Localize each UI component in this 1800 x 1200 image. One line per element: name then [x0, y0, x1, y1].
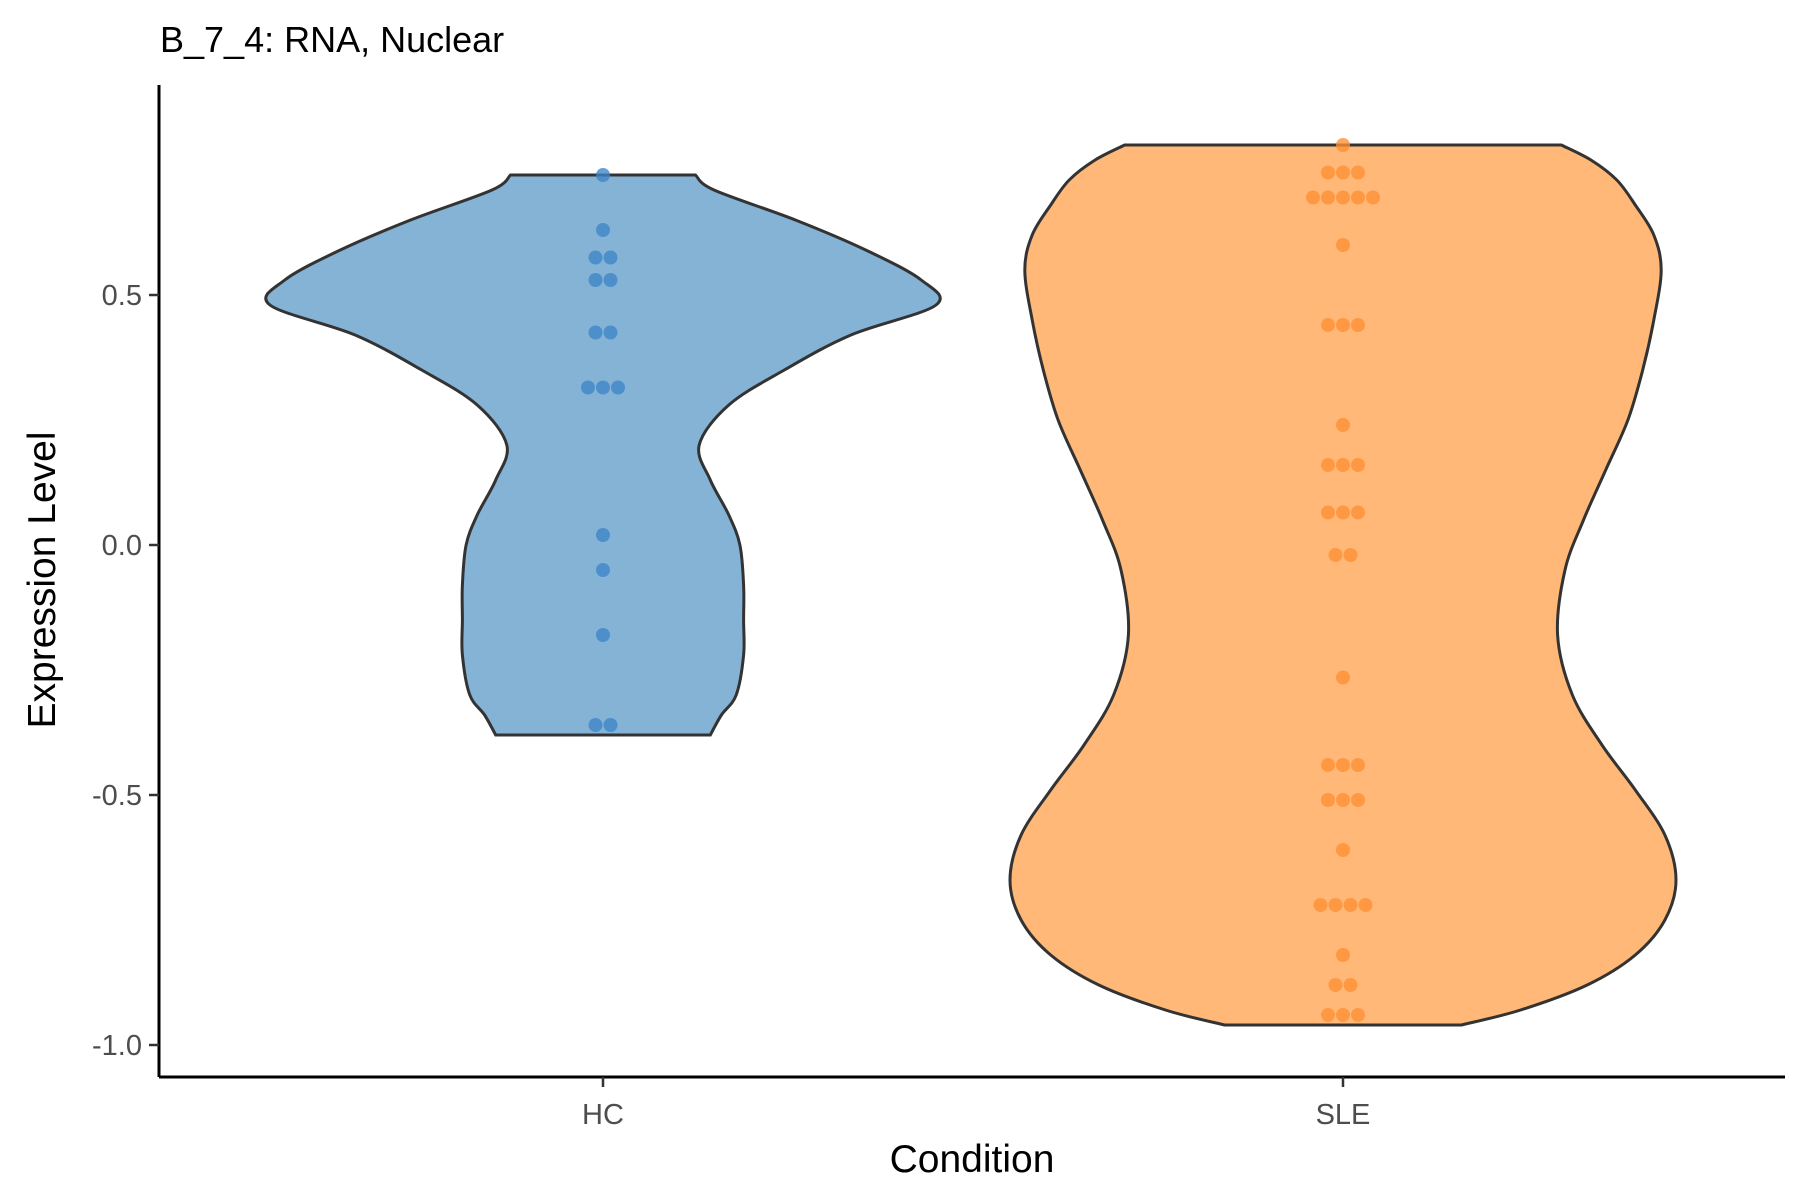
- x-tick-label: SLE: [1316, 1099, 1371, 1131]
- y-tick-label: 0.0: [102, 530, 142, 562]
- data-point-hc: [588, 250, 603, 265]
- data-point-sle: [1343, 978, 1358, 992]
- data-point-sle: [1336, 1008, 1350, 1022]
- x-tick-label: HC: [582, 1099, 624, 1131]
- data-point-sle: [1336, 948, 1350, 962]
- data-point-hc: [581, 380, 595, 395]
- data-point-sle: [1336, 318, 1350, 332]
- data-point-sle: [1343, 898, 1358, 912]
- violin-layer: [264, 143, 1678, 1027]
- data-point-sle: [1328, 548, 1343, 562]
- y-tick-label: -0.5: [92, 780, 142, 812]
- data-point-sle: [1343, 548, 1358, 562]
- data-point-sle: [1351, 505, 1365, 520]
- data-point-sle: [1336, 670, 1350, 685]
- data-point-sle: [1351, 165, 1365, 180]
- data-point-hc: [603, 273, 618, 287]
- data-point-sle: [1328, 898, 1343, 912]
- data-point-hc: [596, 223, 610, 237]
- x-axis-ticks: HC SLE: [582, 1077, 1370, 1131]
- data-point-sle: [1306, 190, 1320, 205]
- y-tick-label: -1.0: [92, 1030, 142, 1062]
- points-layer: [581, 138, 1380, 1022]
- data-point-sle: [1328, 978, 1343, 992]
- y-axis-ticks: -1.0 -0.5 0.0 0.5: [92, 280, 159, 1062]
- data-point-sle: [1321, 1008, 1335, 1022]
- data-point-hc: [596, 528, 610, 542]
- data-point-sle: [1321, 318, 1335, 332]
- data-point-sle: [1336, 238, 1350, 252]
- data-point-sle: [1336, 843, 1350, 857]
- violin-sle: [1008, 143, 1678, 1027]
- data-point-sle: [1321, 165, 1335, 180]
- data-point-sle: [1336, 505, 1350, 520]
- data-point-sle: [1351, 1008, 1365, 1022]
- data-point-sle: [1321, 758, 1335, 772]
- data-point-sle: [1351, 458, 1365, 472]
- violin-hc: [264, 173, 942, 737]
- data-point-sle: [1351, 793, 1365, 807]
- data-point-sle: [1336, 793, 1350, 807]
- data-point-hc: [611, 380, 625, 395]
- data-point-hc: [588, 718, 603, 732]
- chart-title: B_7_4: RNA, Nuclear: [160, 19, 504, 60]
- x-axis-title: Condition: [890, 1138, 1055, 1181]
- data-point-sle: [1351, 758, 1365, 772]
- data-point-sle: [1313, 898, 1328, 912]
- data-point-sle: [1358, 898, 1373, 912]
- data-point-sle: [1336, 138, 1350, 152]
- data-point-hc: [603, 250, 618, 265]
- data-point-sle: [1336, 758, 1350, 772]
- data-point-sle: [1321, 190, 1335, 205]
- data-point-sle: [1336, 165, 1350, 180]
- data-point-sle: [1321, 793, 1335, 807]
- data-point-hc: [596, 380, 610, 395]
- data-point-hc: [603, 718, 618, 732]
- data-point-hc: [588, 325, 603, 340]
- data-point-sle: [1351, 318, 1365, 332]
- y-tick-label: 0.5: [102, 280, 142, 312]
- y-axis-title: Expression Level: [21, 432, 64, 729]
- data-point-sle: [1336, 418, 1350, 432]
- data-point-sle: [1321, 505, 1335, 520]
- data-point-sle: [1351, 190, 1365, 205]
- data-point-hc: [596, 563, 610, 577]
- data-point-sle: [1336, 458, 1350, 472]
- data-point-sle: [1366, 190, 1380, 205]
- data-point-hc: [596, 168, 610, 182]
- data-point-sle: [1321, 458, 1335, 472]
- data-point-hc: [588, 273, 603, 287]
- data-point-hc: [596, 628, 610, 642]
- data-point-sle: [1336, 190, 1350, 205]
- data-point-hc: [603, 325, 618, 340]
